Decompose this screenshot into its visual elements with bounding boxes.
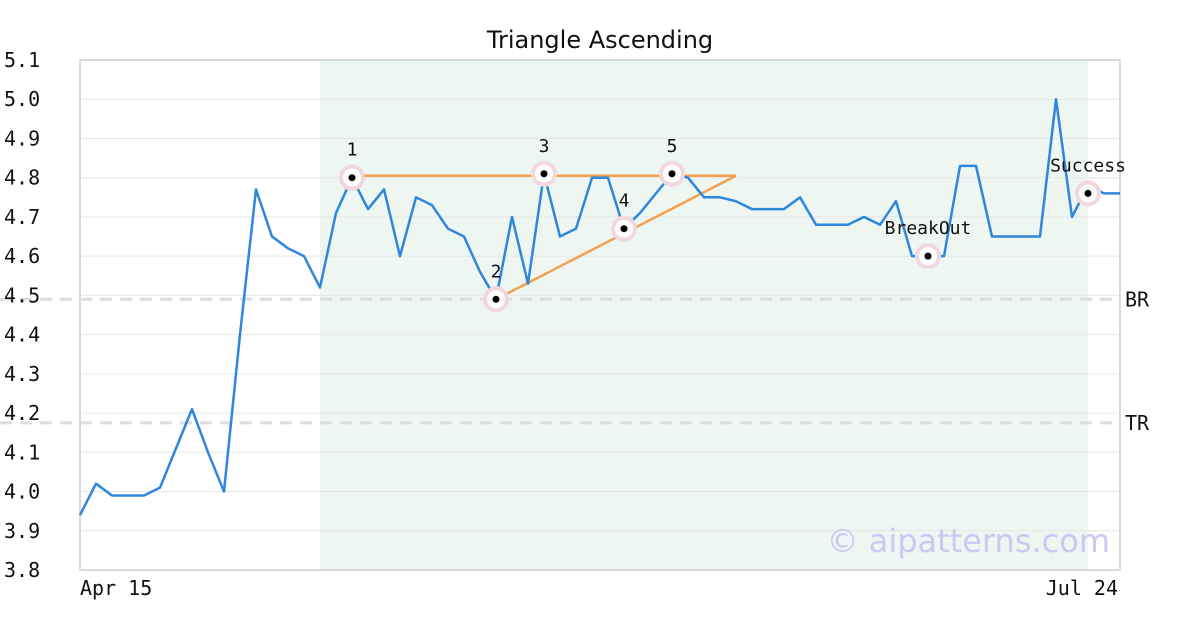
y-tick-label: 4.4 xyxy=(4,323,40,347)
point-label: 4 xyxy=(619,191,630,212)
pattern-region xyxy=(320,60,1088,570)
point-label: 3 xyxy=(539,136,550,157)
y-tick-label: 4.6 xyxy=(4,244,40,268)
reference-label: BR xyxy=(1125,287,1150,311)
y-tick-label: 4.7 xyxy=(4,205,40,229)
y-tick-label: 4.2 xyxy=(4,401,40,425)
series-line xyxy=(78,97,1120,516)
y-tick-label: 4.8 xyxy=(4,166,40,190)
reference-label: TR xyxy=(1125,411,1150,435)
series-group xyxy=(78,97,1120,516)
point-label: 1 xyxy=(347,140,358,161)
x-ticks-group: Apr 15 Jul 24 xyxy=(80,576,1118,600)
y-tick-label: 4.5 xyxy=(4,283,40,307)
point-dot xyxy=(620,225,628,233)
y-tick-label: 5.0 xyxy=(4,87,40,111)
point-dot xyxy=(540,170,548,178)
y-tick-label: 4.3 xyxy=(4,362,40,386)
point-dot xyxy=(668,170,676,178)
x-tick-label: Apr 15 xyxy=(80,576,152,600)
point-label: 2 xyxy=(491,261,502,282)
point-label: Success xyxy=(1050,155,1126,176)
y-ticks-group: 3.8 3.9 4.0 4.1 4.2 4.3 4.4 4.5 4.6 4.7 4.8 4.9 5.0 5… xyxy=(4,48,40,582)
x-tick-label: Jul 24 xyxy=(1046,576,1118,600)
watermark: © aipatterns.com xyxy=(827,522,1110,560)
point-dot xyxy=(1084,189,1092,197)
points-group: 1 2 3 4 5 BreakOut Success xyxy=(339,136,1126,313)
y-tick-label: 4.9 xyxy=(4,126,40,150)
point-dot xyxy=(348,174,356,182)
y-tick-label: 3.9 xyxy=(4,519,40,543)
y-tick-label: 3.8 xyxy=(4,558,40,582)
chart-title: Triangle Ascending xyxy=(486,26,713,54)
pattern-region-group xyxy=(320,60,1088,570)
point-dot xyxy=(492,295,500,303)
y-tick-label: 4.1 xyxy=(4,440,40,464)
y-tick-label: 5.1 xyxy=(4,48,40,72)
y-tick-label: 4.0 xyxy=(4,480,40,504)
plot-frame xyxy=(79,59,1121,571)
point-label: BreakOut xyxy=(885,218,972,239)
point-label: 5 xyxy=(667,136,678,157)
point-dot xyxy=(924,252,932,260)
